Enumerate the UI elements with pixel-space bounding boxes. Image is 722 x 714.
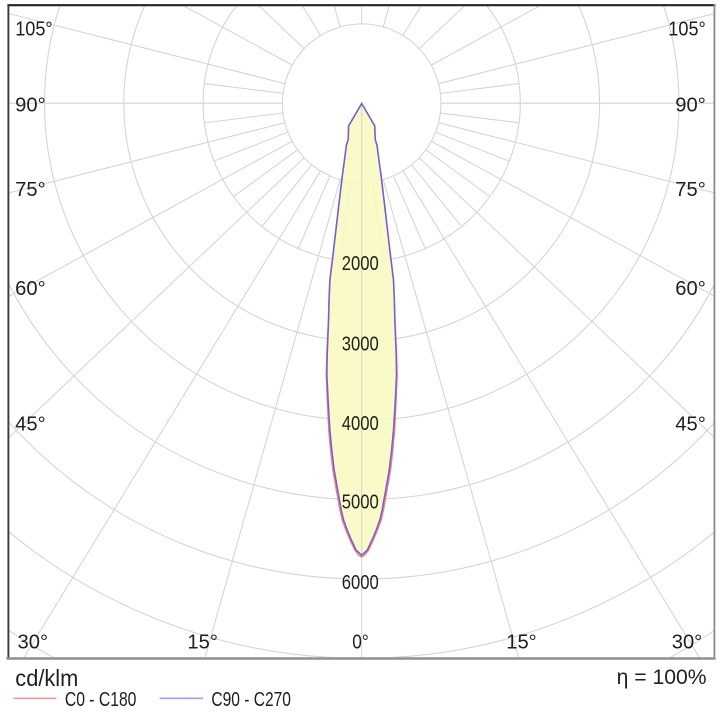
svg-text:3000: 3000 xyxy=(342,334,379,356)
svg-text:45°: 45° xyxy=(675,414,706,436)
svg-text:C90 - C270: C90 - C270 xyxy=(211,689,291,711)
svg-text:75°: 75° xyxy=(675,179,706,201)
svg-text:cd/klm: cd/klm xyxy=(15,665,78,691)
svg-text:60°: 60° xyxy=(15,278,45,300)
svg-text:30°: 30° xyxy=(18,632,49,654)
svg-text:15°: 15° xyxy=(187,632,218,654)
svg-text:60°: 60° xyxy=(675,278,706,300)
svg-text:105°: 105° xyxy=(668,19,706,41)
svg-text:5000: 5000 xyxy=(342,492,379,514)
svg-text:4000: 4000 xyxy=(342,413,379,435)
svg-text:C0 - C180: C0 - C180 xyxy=(65,689,136,711)
svg-text:45°: 45° xyxy=(15,414,45,436)
svg-text:η = 100%: η = 100% xyxy=(617,665,707,689)
svg-text:75°: 75° xyxy=(15,179,45,201)
svg-text:90°: 90° xyxy=(15,94,45,116)
svg-text:0°: 0° xyxy=(352,632,369,654)
svg-text:6000: 6000 xyxy=(342,572,379,594)
svg-text:90°: 90° xyxy=(675,94,706,116)
svg-text:15°: 15° xyxy=(506,632,537,654)
svg-text:105°: 105° xyxy=(15,19,53,41)
svg-text:2000: 2000 xyxy=(342,253,379,275)
svg-text:30°: 30° xyxy=(672,632,703,654)
